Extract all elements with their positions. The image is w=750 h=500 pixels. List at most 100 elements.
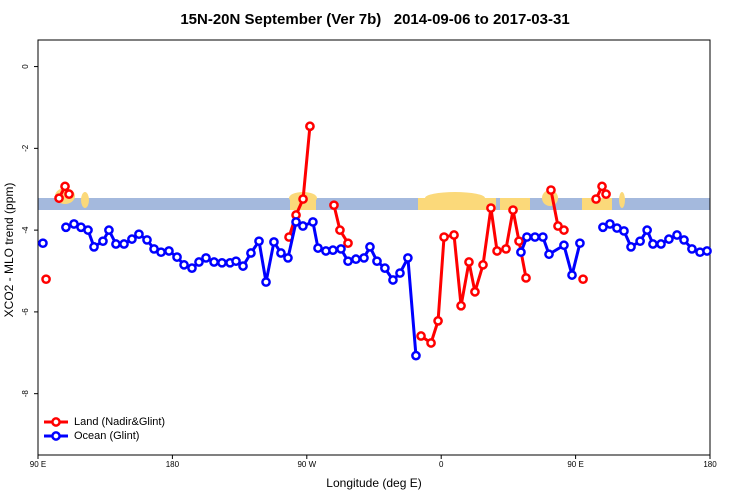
data-point: [619, 226, 629, 236]
data-point: [201, 253, 211, 263]
x-tick-label: 0: [439, 460, 444, 469]
legend-label: Ocean (Glint): [74, 430, 139, 442]
data-point: [359, 253, 369, 263]
x-tick-label: 180: [703, 460, 717, 469]
data-point: [231, 256, 241, 267]
data-point: [470, 287, 480, 297]
data-point: [687, 244, 697, 254]
data-point: [433, 316, 443, 326]
data-point: [656, 239, 666, 249]
data-point: [64, 189, 74, 199]
data-point: [501, 244, 511, 254]
land-band: [425, 192, 485, 204]
data-point: [313, 243, 323, 253]
data-point: [269, 237, 279, 247]
data-point: [575, 238, 585, 249]
data-point: [492, 246, 502, 256]
chart-title: 15N-20N September (Ver 7b) 2014-09-06 to…: [180, 11, 569, 28]
data-point: [98, 236, 108, 247]
legend-swatch-marker: [51, 431, 61, 441]
data-point: [164, 246, 174, 256]
data-point: [89, 242, 99, 252]
data-point: [179, 260, 189, 270]
data-point: [456, 300, 466, 311]
data-point: [119, 239, 129, 249]
land-band: [500, 198, 530, 210]
data-point: [61, 222, 71, 233]
y-tick-label: -6: [21, 308, 30, 316]
data-point: [254, 236, 264, 247]
data-point: [194, 257, 204, 267]
data-point: [38, 238, 48, 249]
land-band: [619, 192, 625, 208]
ocean-band: [38, 198, 710, 210]
data-point: [142, 235, 152, 245]
land-band: [582, 198, 612, 210]
data-point: [276, 248, 286, 258]
data-point: [388, 275, 398, 285]
data-point: [559, 225, 569, 235]
data-point: [209, 257, 219, 267]
data-point: [530, 232, 540, 242]
x-axis-label: Longitude (deg E): [326, 476, 421, 490]
data-point: [464, 257, 474, 267]
data-point: [127, 234, 137, 244]
data-point: [546, 185, 556, 195]
y-axis-label: XCO2 - MLO trend (ppm): [2, 183, 16, 318]
data-point: [591, 194, 601, 204]
data-point: [664, 234, 674, 244]
land-band: [81, 192, 89, 208]
data-point: [559, 240, 569, 251]
data-point: [601, 189, 611, 199]
data-point: [702, 246, 712, 256]
data-point: [648, 239, 658, 249]
data-point: [246, 248, 256, 258]
data-point: [111, 239, 121, 249]
data-point: [335, 225, 345, 235]
data-point: [672, 230, 682, 240]
data-point: [538, 232, 548, 242]
data-point: [41, 274, 51, 285]
data-point: [217, 257, 227, 268]
data-point: [134, 229, 144, 240]
y-tick-label: -4: [21, 226, 30, 234]
y-tick-label: 0: [21, 64, 30, 69]
data-point: [486, 203, 496, 213]
x-tick-label: 90 E: [567, 460, 583, 469]
data-point: [343, 256, 353, 267]
data-point: [372, 256, 382, 267]
data-point: [308, 217, 318, 227]
data-point: [329, 200, 339, 211]
data-point: [522, 232, 532, 242]
data-point: [567, 270, 577, 280]
data-point: [54, 193, 64, 204]
data-point: [514, 236, 524, 247]
data-point: [635, 236, 645, 247]
data-point: [238, 261, 248, 271]
data-point: [544, 249, 554, 260]
x-tick-label: 180: [166, 460, 180, 469]
data-point: [336, 244, 346, 254]
data-point: [679, 235, 689, 245]
data-point: [328, 245, 338, 256]
data-point: [380, 263, 390, 273]
data-point: [261, 277, 271, 287]
data-point: [172, 252, 182, 262]
y-tick-label: -2: [21, 144, 30, 152]
data-point: [305, 121, 315, 132]
data-point: [439, 232, 449, 242]
series-line: [65, 220, 708, 356]
data-point: [283, 253, 293, 263]
data-point: [365, 242, 375, 252]
data-point: [343, 238, 353, 249]
data-point: [426, 338, 436, 348]
data-point: [597, 181, 607, 192]
legend-swatch-marker: [51, 417, 61, 427]
data-point: [642, 225, 652, 235]
data-point: [403, 253, 413, 263]
data-point: [521, 273, 531, 283]
x-tick-label: 90 E: [30, 460, 46, 469]
data-point: [395, 268, 405, 278]
data-point: [156, 247, 166, 258]
